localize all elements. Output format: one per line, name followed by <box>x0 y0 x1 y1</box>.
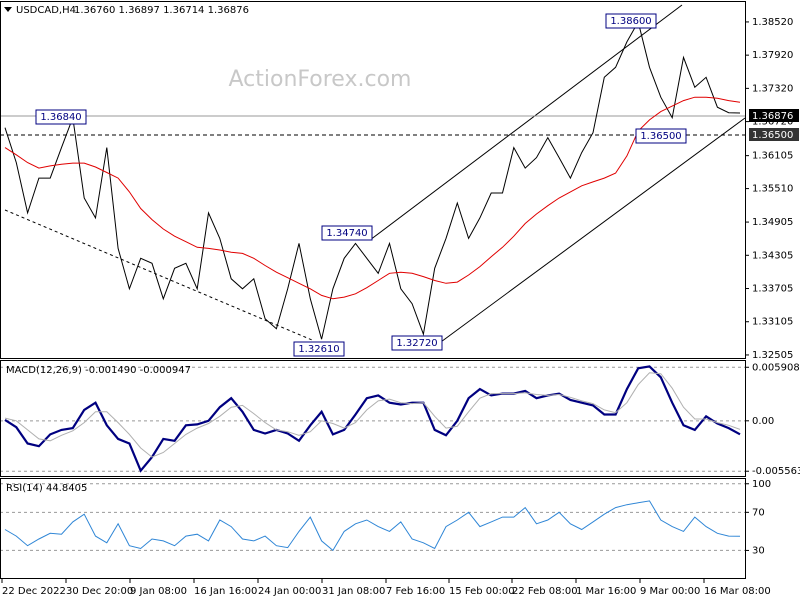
series-line <box>4 372 741 458</box>
annotation: 1.36500 <box>640 131 681 142</box>
chart-title: USDCAD,H4 <box>16 5 76 16</box>
x-tick-label: 7 Feb 16:00 <box>386 586 445 597</box>
annotation: 1.36840 <box>40 112 81 123</box>
y-tick-label: 1.32505 <box>752 350 793 361</box>
trend-line <box>4 209 313 341</box>
annotation-box <box>605 13 657 29</box>
annotation-box <box>321 225 373 241</box>
series-line <box>4 96 741 300</box>
y-tick-label: 1.34905 <box>752 217 793 228</box>
panels: 1.38520 1.37920 1.37320 1.36720 1.36105 1.355… <box>0 17 800 597</box>
annotation-box <box>635 128 687 144</box>
price-label: 1.36876 <box>752 111 793 122</box>
y-tick-label: -0.005563 <box>752 466 800 477</box>
price-label-box <box>749 128 799 141</box>
annotation: 1.32610 <box>298 344 339 355</box>
y-tick-label: 100 <box>752 479 771 490</box>
annotation: 1.34740 <box>326 228 367 239</box>
annotations: 1.38600 1.36840 1.34740 1.32610 1.32720 … <box>35 13 687 357</box>
y-tick-label: 1.36720 <box>752 117 793 128</box>
y-tick-label: 1.33705 <box>752 284 793 295</box>
x-tick-label: 30 Dec 20:00 <box>66 586 133 597</box>
series-line <box>4 500 741 552</box>
y-tick-label: 1.34305 <box>752 250 793 261</box>
x-tick-label: 16 Jan 16:00 <box>194 586 257 597</box>
annotation: 1.38600 <box>610 16 651 27</box>
x-tick-label: 9 Jan 08:00 <box>130 586 187 597</box>
y-tick-label: 1.37920 <box>752 50 793 61</box>
y-tick-label: 30 <box>752 545 765 556</box>
y-tick-label: 1.36105 <box>752 151 793 162</box>
y-tick-label: 1.37320 <box>752 83 793 94</box>
series-line <box>4 365 741 473</box>
macd-title: MACD(12,26,9) -0.001490 -0.000947 <box>6 365 191 376</box>
macd-frame <box>0 360 746 477</box>
annotation-box <box>391 335 443 351</box>
main-frame <box>0 1 746 359</box>
chart-subtitle: 1.36760 1.36897 1.36714 1.36876 <box>74 5 249 16</box>
x-tick-label: 22 Feb 08:00 <box>512 586 578 597</box>
channel-upper <box>369 4 683 241</box>
x-tick-label: 9 Mar 00:00 <box>640 586 700 597</box>
annotation-box <box>35 109 87 125</box>
x-tick-label: 22 Dec 2022 <box>2 586 66 597</box>
price-labels: 1.36876 1.36500 <box>749 109 799 141</box>
series-line <box>4 20 741 340</box>
x-tick-label: 16 Mar 08:00 <box>704 586 771 597</box>
y-tick-label: 70 <box>752 507 765 518</box>
y-tick-label: 1.38520 <box>752 17 793 28</box>
rsi-title: RSI(14) 44.8405 <box>6 483 87 494</box>
price-label-box <box>749 109 799 122</box>
annotation-box <box>293 341 345 357</box>
y-tick-label: 0.00 <box>752 416 774 427</box>
x-tick-label: 24 Jan 00:00 <box>258 586 321 597</box>
menu-arrow <box>4 7 12 12</box>
x-tick-label: 15 Feb 00:00 <box>449 586 515 597</box>
x-tick-label: 1 Mar 16:00 <box>576 586 636 597</box>
y-tick-label: 0.005908 <box>752 362 800 373</box>
price-label: 1.36500 <box>752 130 793 141</box>
watermark: ActionForex.com <box>229 67 412 92</box>
y-tick-label: 1.35510 <box>752 184 793 195</box>
y-tick-label: 1.33105 <box>752 317 793 328</box>
x-tick-label: 31 Jan 08:00 <box>322 586 385 597</box>
channel-lower <box>429 117 746 351</box>
annotation: 1.32720 <box>396 338 437 349</box>
rsi-frame <box>0 478 746 579</box>
